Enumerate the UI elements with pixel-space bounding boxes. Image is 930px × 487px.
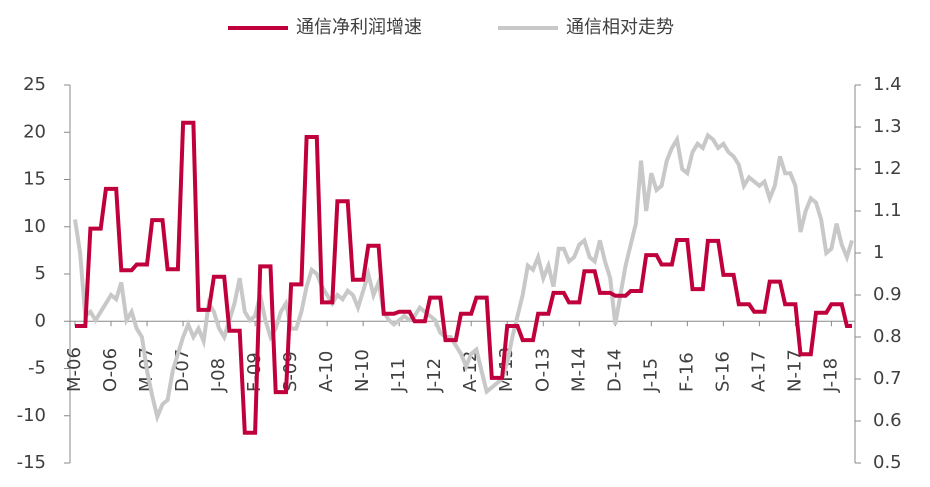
x-tick-label: N-17 xyxy=(784,349,805,392)
y-tick-label: -15 xyxy=(17,452,46,473)
x-tick-label: D-07 xyxy=(172,349,193,392)
y2-tick-label: 1.1 xyxy=(873,200,902,221)
series-line xyxy=(75,120,852,435)
y2-tick-label: 0.8 xyxy=(873,326,902,347)
y-tick-label: -5 xyxy=(28,358,46,379)
x-tick-label: F-16 xyxy=(676,352,697,392)
series-line xyxy=(73,132,854,424)
y2-tick-label: 1 xyxy=(873,242,884,263)
x-tick-label: A-10 xyxy=(316,351,337,392)
x-tick-label: O-06 xyxy=(100,348,121,392)
x-tick-label: F-09 xyxy=(244,352,265,392)
y2-tick-label: 0.6 xyxy=(873,410,902,431)
y2-tick-label: 0.9 xyxy=(873,284,902,305)
x-tick-label: O-13 xyxy=(532,348,553,392)
x-tick-label: J-11 xyxy=(388,358,409,393)
x-tick-label: J-18 xyxy=(820,358,841,393)
y-tick-label: 10 xyxy=(23,216,46,237)
y2-tick-label: 0.7 xyxy=(873,368,902,389)
x-tick-label: J-15 xyxy=(640,358,661,393)
y2-tick-label: 1.4 xyxy=(873,74,902,95)
x-tick-label: N-10 xyxy=(352,349,373,392)
x-tick-label: S-16 xyxy=(712,351,733,392)
x-tick-label: J-12 xyxy=(424,358,445,393)
y-tick-label: 5 xyxy=(35,263,46,284)
legend-label: 通信相对走势 xyxy=(566,17,674,38)
x-tick-label: M-14 xyxy=(568,347,589,392)
x-tick-label: D-14 xyxy=(604,349,625,392)
y2-tick-label: 0.5 xyxy=(873,452,902,473)
y-tick-label: 25 xyxy=(23,74,46,95)
y-tick-label: -10 xyxy=(17,405,46,426)
x-tick-label: A-17 xyxy=(748,351,769,392)
y2-tick-label: 1.2 xyxy=(873,158,902,179)
legend-label: 通信净利润增速 xyxy=(296,17,422,38)
y-tick-label: 20 xyxy=(23,121,46,142)
y-tick-label: 15 xyxy=(23,169,46,190)
x-tick-label: J-08 xyxy=(208,358,229,393)
x-tick-label: S-09 xyxy=(280,351,301,392)
x-tick-label: M-06 xyxy=(64,347,85,392)
y-tick-label: 0 xyxy=(35,310,46,331)
y2-tick-label: 1.3 xyxy=(873,116,902,137)
